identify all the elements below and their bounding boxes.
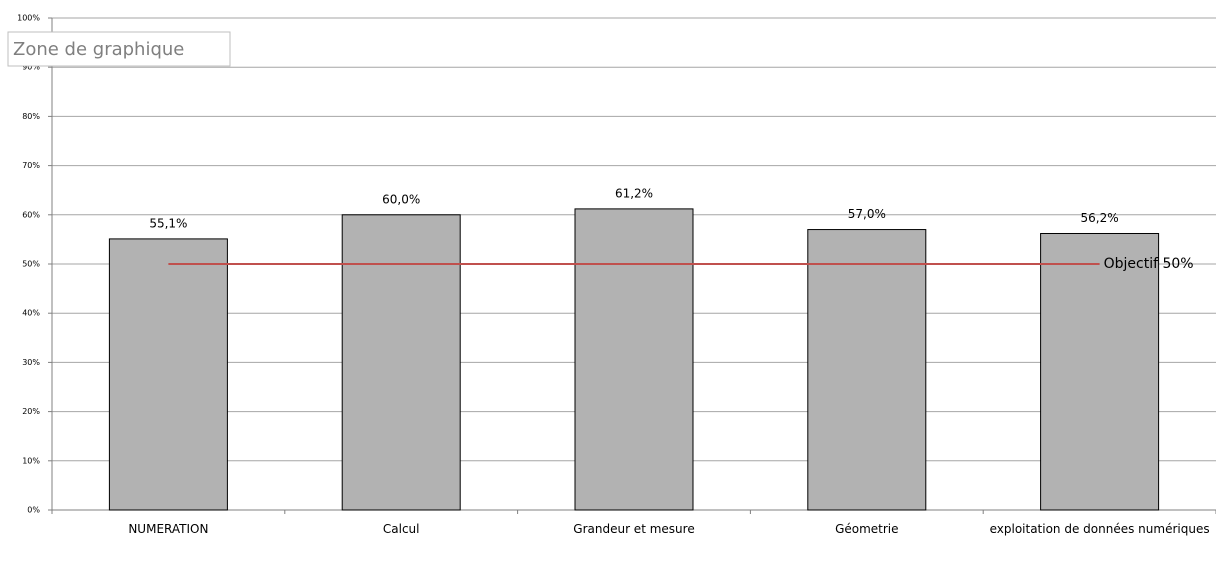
objective-label: Objectif 50%: [1104, 256, 1194, 272]
bar: [108, 238, 228, 511]
x-tick-label: Géometrie: [835, 522, 899, 536]
y-tick-label: 80%: [22, 112, 40, 121]
value-label: 55,1%: [149, 216, 187, 230]
x-tick-label: NUMERATION: [128, 522, 209, 536]
x-tick-label-box: exploitation de données numériques: [989, 522, 1210, 536]
tooltip-text: Zone de graphique: [13, 39, 184, 60]
x-tick-label: Grandeur et mesure: [573, 522, 695, 536]
value-label: 56,2%: [1081, 211, 1119, 225]
y-tick-label: 100%: [17, 14, 40, 23]
bar: [807, 229, 927, 511]
y-tick-label: 40%: [22, 309, 40, 318]
y-tick-label: 0%: [27, 506, 40, 515]
value-label: 60,0%: [382, 192, 420, 206]
y-tick-label: 70%: [22, 161, 40, 170]
x-tick-label-box: Calcul: [382, 522, 420, 536]
bar: [341, 214, 461, 511]
y-tick-label: 20%: [22, 407, 40, 416]
y-tick-label: 60%: [22, 210, 40, 219]
y-tick-label: 90%: [22, 63, 40, 72]
value-label: 61,2%: [615, 186, 653, 200]
y-tick-label: 50%: [22, 260, 40, 269]
x-tick-label-box: NUMERATION: [128, 522, 209, 536]
y-tick-label: 30%: [22, 358, 40, 367]
bar: [574, 208, 694, 511]
x-tick-label: Calcul: [382, 522, 420, 536]
y-tick-label: 10%: [22, 456, 40, 465]
x-tick-label-box: Géometrie: [835, 522, 899, 536]
x-tick-label: exploitation de données numériques: [989, 522, 1210, 536]
x-tick-label-box: Grandeur et mesure: [573, 522, 695, 536]
tooltip-box: [7, 31, 231, 67]
value-label: 57,0%: [848, 207, 886, 221]
bar: [1040, 232, 1160, 511]
